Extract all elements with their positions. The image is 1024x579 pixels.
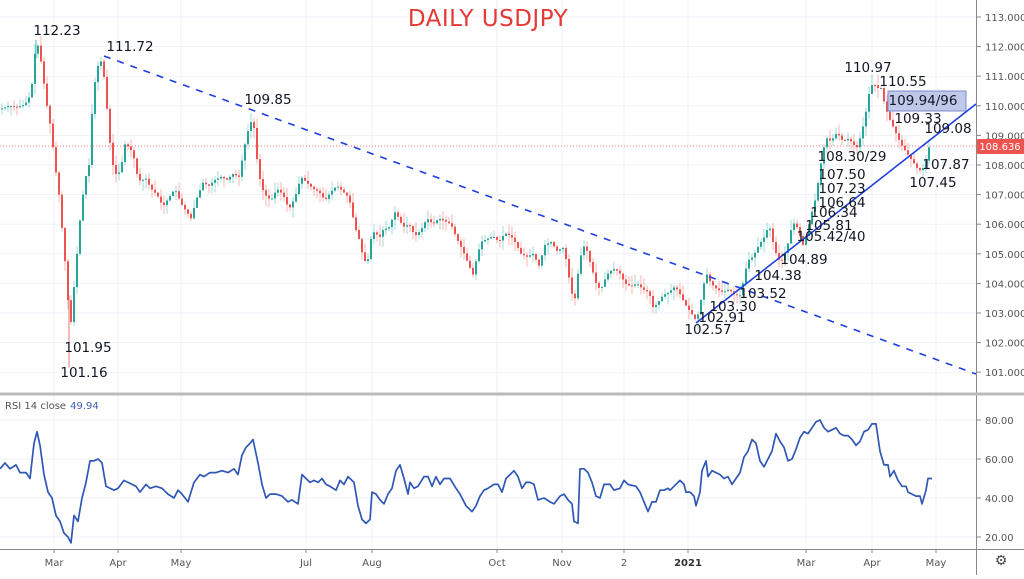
price-annotation: 107.45 — [909, 175, 956, 191]
price-tick-label: 110.000 — [985, 102, 1024, 113]
time-tick-label: Aug — [362, 558, 382, 569]
time-tick-label: 2 — [621, 558, 627, 569]
descending-trendline[interactable] — [103, 55, 977, 375]
time-tick-label: Mar — [797, 558, 817, 569]
price-annotation: 107.23 — [818, 181, 865, 197]
price-tick-label: 112.000 — [985, 43, 1024, 54]
price-annotation: 108.30/29 — [818, 149, 887, 165]
time-tick-label: May — [171, 558, 192, 569]
price-annotation: 101.16 — [60, 365, 107, 381]
grid-lines — [0, 0, 976, 549]
time-tick-label: Nov — [552, 558, 572, 569]
price-annotation: 104.38 — [754, 268, 801, 284]
price-tick-label: 113.000 — [985, 13, 1024, 24]
rsi-tick-label: 60.00 — [985, 455, 1014, 466]
price-annotation: 109.33 — [894, 111, 941, 127]
current-price-label: 108.636 — [979, 142, 1020, 153]
gear-icon[interactable]: ⚙ — [994, 553, 1008, 569]
rsi-legend-value: 49.94 — [70, 401, 99, 412]
rsi-tick-label: 20.00 — [985, 533, 1014, 544]
price-annotation: 104.89 — [780, 252, 827, 268]
price-tick-label: 104.000 — [985, 279, 1024, 290]
chart-title: DAILY USDJPY — [407, 6, 569, 32]
price-tick-label: 109.000 — [985, 131, 1024, 142]
price-annotations: 112.23 111.72 109.85 101.95 101.16 110.97110.… — [33, 23, 971, 381]
time-axis[interactable]: Mar Apr May Jul Aug Oct Nov 2 2021 Mar Apr May — [45, 549, 947, 569]
rsi-tick-label: 40.00 — [985, 494, 1014, 505]
price-annotation: 103.52 — [739, 286, 786, 302]
price-annotation: 109.85 — [244, 92, 291, 108]
price-annotation: 102.57 — [684, 322, 731, 338]
price-annotation: 110.55 — [879, 74, 926, 90]
time-tick-label: Oct — [488, 558, 505, 569]
price-annotation: 105.81 — [805, 218, 852, 234]
rsi-line — [0, 419, 932, 544]
price-tick-label: 102.000 — [985, 339, 1024, 350]
time-tick-label: May — [926, 558, 947, 569]
price-tick-label: 101.000 — [985, 368, 1024, 379]
price-annotation: 110.97 — [844, 60, 891, 76]
time-tick-label: Apr — [109, 558, 127, 569]
price-annotation: 109.08 — [924, 121, 971, 137]
rsi-axis[interactable]: 80.00 60.00 40.00 20.00 — [976, 416, 1014, 544]
price-candles — [1, 35, 930, 368]
price-tick-label: 107.000 — [985, 191, 1024, 202]
price-tick-label: 105.000 — [985, 250, 1024, 261]
rsi-legend-label: RSI 14 close — [5, 401, 67, 412]
price-annotation: 106.64 — [818, 195, 865, 211]
price-tick-label: 108.000 — [985, 161, 1024, 172]
price-axis[interactable]: 113.000 112.000 111.000 110.000 109.000 108.0… — [976, 13, 1024, 379]
price-annotation: 102.91 — [698, 310, 745, 326]
trendlines — [103, 55, 977, 375]
price-annotation: 101.95 — [64, 340, 111, 356]
rsi-tick-label: 80.00 — [985, 416, 1014, 427]
price-annotation: 109.94/96 — [889, 93, 958, 109]
price-tick-label: 103.000 — [985, 309, 1024, 320]
time-tick-label: Jul — [299, 558, 312, 569]
price-annotation: 107.87 — [922, 157, 969, 173]
price-annotation: 107.50 — [818, 167, 865, 183]
time-tick-label: Mar — [45, 558, 65, 569]
price-annotation: 106.34 — [810, 205, 857, 221]
current-price-tag: 108.636 — [977, 139, 1024, 154]
price-annotation: 105.42/40 — [797, 229, 866, 245]
price-annotation: 103.30 — [709, 299, 756, 315]
price-tick-label: 106.000 — [985, 220, 1024, 231]
rsi-legend[interactable]: RSI 14 close 49.94 — [5, 401, 99, 412]
ascending-trendline[interactable] — [695, 103, 977, 324]
time-tick-label: 2021 — [674, 558, 702, 569]
price-annotation: 112.23 — [33, 23, 80, 39]
time-tick-label: Apr — [863, 558, 881, 569]
price-annotation: 111.72 — [106, 39, 153, 55]
price-tick-label: 111.000 — [985, 72, 1024, 83]
